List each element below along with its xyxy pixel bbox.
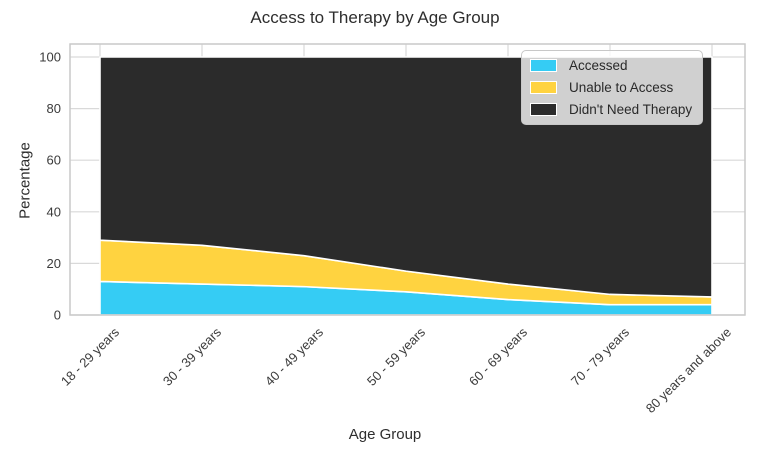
svg-text:80: 80 xyxy=(47,101,61,116)
svg-text:70 - 79 years: 70 - 79 years xyxy=(568,324,633,389)
legend-swatch-unable-to-access-icon xyxy=(530,81,557,94)
legend-item-accessed: Accessed xyxy=(530,58,692,73)
x-axis-label: Age Group xyxy=(348,426,422,443)
svg-text:100: 100 xyxy=(39,50,61,65)
svg-text:30 - 39 years: 30 - 39 years xyxy=(160,324,225,389)
svg-text:20: 20 xyxy=(47,256,61,271)
chart-legend: Accessed Unable to Access Didn't Need Th… xyxy=(521,50,704,125)
legend-swatch-accessed-icon xyxy=(530,59,557,72)
svg-text:18 - 29 years: 18 - 29 years xyxy=(58,324,123,389)
legend-item-unable-to-access: Unable to Access xyxy=(530,80,692,95)
legend-swatch-didnt-need-therapy-icon xyxy=(530,103,557,116)
svg-text:40 - 49 years: 40 - 49 years xyxy=(262,324,327,389)
legend-label-unable-to-access: Unable to Access xyxy=(569,80,674,95)
svg-text:40: 40 xyxy=(47,204,61,219)
svg-text:60 - 69 years: 60 - 69 years xyxy=(466,324,531,389)
legend-label-didnt-need-therapy: Didn't Need Therapy xyxy=(569,102,693,117)
svg-text:50 - 59 years: 50 - 59 years xyxy=(364,324,429,389)
legend-item-didnt-need-therapy: Didn't Need Therapy xyxy=(530,102,692,117)
svg-text:0: 0 xyxy=(54,308,61,323)
svg-text:60: 60 xyxy=(47,153,61,168)
chart-title: Access to Therapy by Age Group xyxy=(250,8,500,27)
legend-label-accessed: Accessed xyxy=(569,58,628,73)
y-axis-label: Percentage xyxy=(16,142,34,219)
svg-text:80 years and above: 80 years and above xyxy=(643,325,734,416)
